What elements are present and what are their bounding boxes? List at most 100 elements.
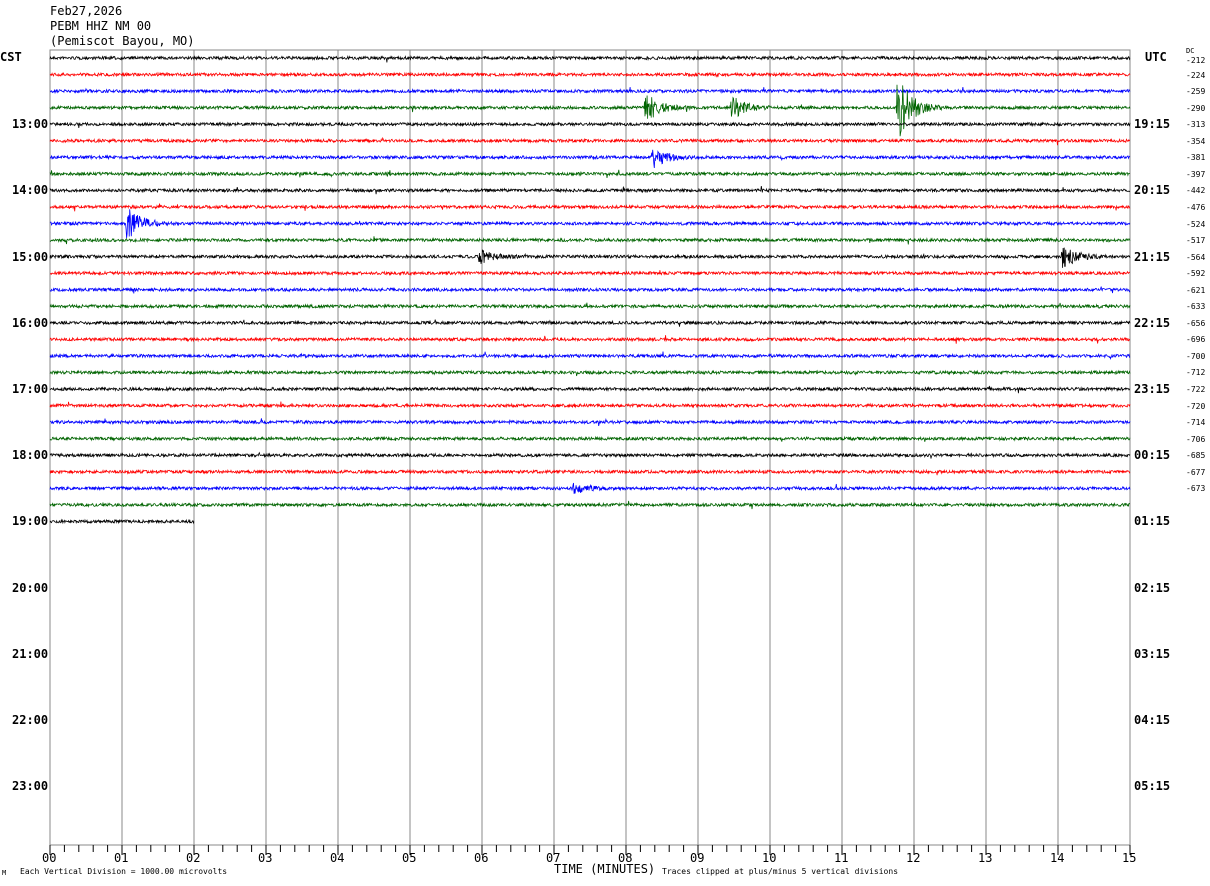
- dc-offset-label: -722: [1186, 385, 1206, 394]
- utc-hour-label: 04:15: [1134, 713, 1171, 727]
- seismic-trace: [49, 401, 1131, 409]
- dc-offset-label: -476: [1186, 202, 1206, 212]
- x-tick-label: 03: [258, 851, 273, 865]
- utc-hour-label: 22:15: [1134, 315, 1171, 330]
- x-tick-label: 07: [546, 851, 561, 865]
- seismic-trace: [49, 385, 1130, 394]
- dc-offset-label: -700: [1186, 351, 1206, 361]
- dc-offset-label: -442: [1186, 186, 1206, 196]
- dc-offset-label: -517: [1186, 236, 1206, 246]
- plot-frame: [49, 49, 1131, 846]
- logo-mark: M: [2, 869, 7, 877]
- dc-offset-label: -677: [1186, 467, 1206, 477]
- x-tick-label: 00: [42, 851, 57, 865]
- dc-offset-label: -673: [1186, 484, 1206, 494]
- clip-note: Traces clipped at plus/minus 5 vertical …: [662, 867, 899, 876]
- seismic-trace: [49, 54, 1131, 63]
- dc-offset-label: -714: [1186, 418, 1206, 428]
- dc-offset-label: -564: [1186, 252, 1206, 262]
- utc-hour-label: 20:15: [1134, 183, 1171, 198]
- x-tick-label: 09: [690, 851, 705, 865]
- dc-offset-label: -712: [1186, 368, 1206, 378]
- dc-offset-label: -633: [1186, 302, 1206, 312]
- seismic-trace: [49, 121, 1131, 128]
- x-tick-label: 10: [762, 851, 777, 865]
- dc-offset-label: -224: [1186, 70, 1206, 80]
- utc-hour-label: 19:15: [1134, 117, 1171, 132]
- x-tick-label: 15: [1122, 851, 1137, 865]
- utc-hour-label: 05:15: [1134, 779, 1171, 794]
- x-axis-title: TIME (MINUTES): [554, 862, 656, 876]
- cst-hour-label: 20:00: [12, 580, 49, 595]
- dc-offset-label: -592: [1186, 269, 1206, 279]
- seismic-trace: [49, 319, 1131, 327]
- cst-hour-label: 16:00: [12, 315, 49, 330]
- x-tick-label: 05: [402, 851, 417, 865]
- seismic-trace: [49, 149, 1131, 169]
- dc-offset-label: -656: [1186, 318, 1206, 328]
- dc-offset-label: -696: [1186, 335, 1206, 345]
- seismic-trace: [49, 302, 1131, 310]
- seismic-trace: [49, 286, 1131, 294]
- utc-hour-label: 00:15: [1134, 448, 1171, 463]
- cst-hour-label: 17:00: [12, 382, 49, 396]
- cst-hour-label: 18:00: [12, 448, 49, 463]
- dc-offset-label: -524: [1186, 219, 1206, 229]
- x-tick-label: 08: [618, 851, 633, 865]
- cst-hour-label: 13:00: [12, 117, 49, 132]
- seismic-trace: [49, 247, 1131, 268]
- x-tick-label: 04: [330, 851, 345, 865]
- dc-offset-label: -685: [1186, 451, 1206, 461]
- seismic-trace: [49, 236, 1131, 245]
- seismic-trace: [49, 468, 1131, 476]
- utc-hour-label: 03:15: [1134, 646, 1171, 661]
- seismic-trace: [49, 369, 1131, 377]
- seismic-trace: [49, 482, 1131, 494]
- seismic-trace: [49, 84, 1131, 137]
- dc-offset-label: -621: [1186, 285, 1206, 295]
- chart-station: PEBM HHZ NM 00: [50, 19, 152, 33]
- dc-offset-label: -290: [1186, 103, 1206, 113]
- dc-offset-label: -212: [1186, 56, 1206, 65]
- seismic-trace: [49, 71, 1131, 78]
- x-tick-label: 06: [474, 851, 489, 865]
- seismic-trace: [49, 203, 1131, 212]
- utc-hour-label: 02:15: [1134, 580, 1171, 595]
- seismic-trace: [49, 136, 1131, 146]
- dc-offset-label: -259: [1186, 87, 1206, 97]
- right-axis-title: UTC: [1145, 50, 1167, 64]
- x-tick-label: 14: [1050, 851, 1065, 865]
- left-axis-title: CST: [0, 50, 22, 64]
- seismic-trace: [49, 518, 195, 525]
- cst-hour-label: 23:00: [12, 779, 49, 794]
- utc-hour-label: 23:15: [1134, 382, 1171, 396]
- dc-offset-label: -720: [1186, 401, 1206, 411]
- dc-title: DC: [1186, 47, 1195, 55]
- cst-hour-label: 15:00: [12, 249, 49, 264]
- dc-offset-label: -397: [1186, 169, 1206, 179]
- seismic-trace: [49, 351, 1131, 361]
- x-tick-label: 13: [978, 851, 993, 865]
- dc-offset-label: -313: [1186, 120, 1206, 130]
- seismic-trace: [49, 435, 1131, 442]
- utc-hour-label: 21:15: [1134, 249, 1171, 264]
- seismic-trace: [49, 335, 1131, 344]
- seismic-trace: [49, 169, 1131, 178]
- x-tick-label: 02: [186, 851, 201, 865]
- cst-hour-label: 14:00: [12, 183, 49, 198]
- seismic-trace: [49, 186, 1131, 195]
- utc-hour-label: 01:15: [1134, 514, 1171, 529]
- seismic-trace: [49, 500, 1130, 510]
- seismic-trace: [49, 451, 1131, 459]
- cst-hour-label: 21:00: [12, 646, 49, 661]
- cst-hour-label: 22:00: [12, 713, 49, 727]
- dc-offset-label: -381: [1186, 153, 1206, 163]
- chart-location: (Pemiscot Bayou, MO): [50, 34, 195, 48]
- x-tick-label: 11: [834, 851, 849, 865]
- dc-offset-label: -354: [1186, 136, 1206, 146]
- cst-hour-label: 19:00: [12, 514, 49, 529]
- x-tick-label: 12: [906, 851, 921, 865]
- seismic-trace: [49, 86, 1131, 95]
- seismic-trace: [49, 418, 1131, 426]
